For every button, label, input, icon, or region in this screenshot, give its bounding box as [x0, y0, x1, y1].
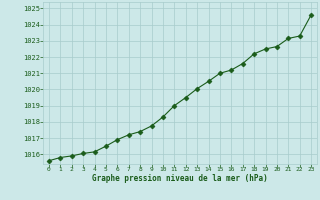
X-axis label: Graphe pression niveau de la mer (hPa): Graphe pression niveau de la mer (hPa)	[92, 174, 268, 183]
